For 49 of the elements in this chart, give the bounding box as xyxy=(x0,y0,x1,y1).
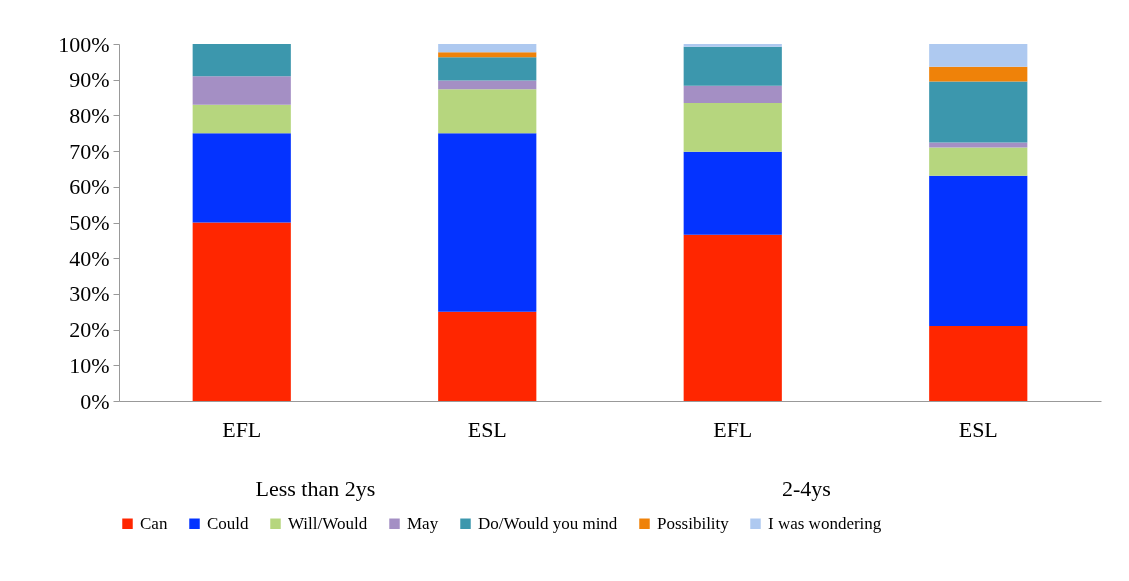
y-tick-label: 30% xyxy=(69,281,110,307)
bar xyxy=(683,102,782,152)
legend-label: Possibility xyxy=(657,513,730,533)
y-tick-label: 50% xyxy=(69,210,110,235)
text: Less than 2ys xyxy=(255,476,376,501)
bar xyxy=(192,133,291,223)
bar xyxy=(438,80,537,90)
bar xyxy=(438,311,537,401)
bar xyxy=(438,133,537,312)
y-tick-label: 70% xyxy=(69,138,110,164)
y-tick-label: 80% xyxy=(69,102,110,128)
bar xyxy=(192,104,291,134)
x-tick-label: ESL xyxy=(958,416,998,442)
y-tick-label: 0% xyxy=(80,388,110,414)
y-tick-label: 60% xyxy=(69,174,110,200)
x-tick-label: ESL xyxy=(467,416,507,442)
y-tick-label: 40% xyxy=(69,245,110,271)
bar xyxy=(683,85,782,103)
x-tick-label: EFL xyxy=(222,416,262,442)
bar xyxy=(192,222,291,401)
bar xyxy=(929,147,1028,176)
bar xyxy=(929,142,1028,148)
legend-label: Will/Would xyxy=(288,513,368,533)
legend-label: Could xyxy=(207,513,250,533)
bar xyxy=(683,44,782,47)
y-tick-label: 100% xyxy=(58,31,110,57)
bar xyxy=(683,151,782,235)
legend-label: Do/Would you mind xyxy=(478,513,618,533)
y-tick-label: 90% xyxy=(69,67,110,93)
x-tick-label: EFL xyxy=(713,416,753,442)
bar xyxy=(192,44,291,77)
bar xyxy=(929,81,1028,143)
bar xyxy=(683,234,782,401)
bar xyxy=(438,44,537,53)
bar xyxy=(192,76,291,105)
bar xyxy=(929,66,1028,82)
legend-label: I was wondering xyxy=(768,513,882,533)
legend-label: May xyxy=(407,513,439,533)
bar xyxy=(929,175,1028,327)
bar xyxy=(929,44,1028,67)
bar xyxy=(438,57,537,81)
text: 2-4ys xyxy=(781,476,831,501)
bar xyxy=(929,326,1028,401)
y-tick-label: 20% xyxy=(69,317,110,343)
bar xyxy=(438,52,537,58)
bar xyxy=(683,46,782,86)
bar xyxy=(438,89,537,134)
y-tick-label: 10% xyxy=(69,352,110,378)
legend-label: Can xyxy=(140,513,168,533)
